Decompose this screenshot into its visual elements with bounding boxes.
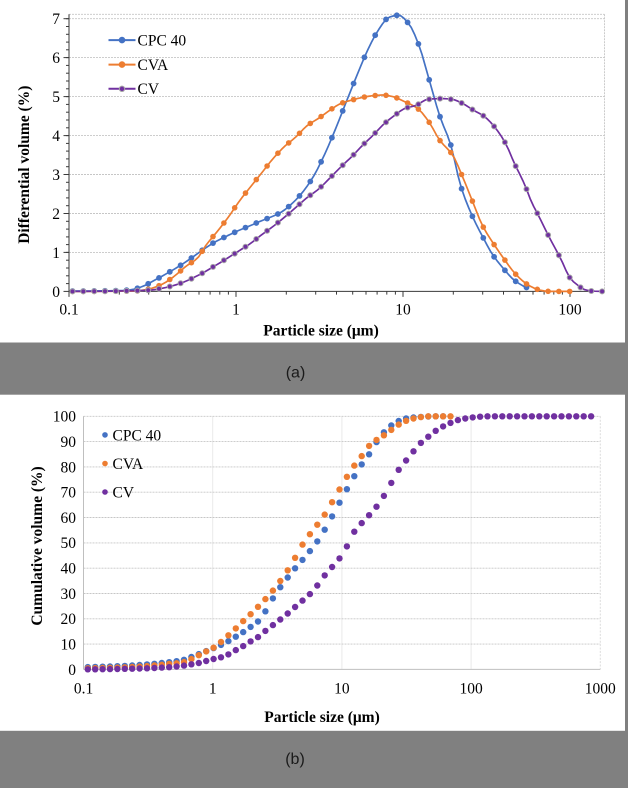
svg-text:90: 90 (61, 434, 77, 451)
svg-text:4: 4 (52, 128, 60, 145)
svg-text:CV: CV (113, 484, 135, 501)
svg-text:10: 10 (395, 302, 411, 319)
svg-text:CV: CV (138, 81, 160, 98)
svg-text:1: 1 (232, 302, 240, 319)
svg-text:CPC 40: CPC 40 (113, 427, 162, 444)
svg-text:30: 30 (61, 586, 77, 603)
svg-text:50: 50 (61, 535, 77, 552)
svg-text:60: 60 (61, 510, 77, 527)
svg-text:Particle size (μm): Particle size (μm) (264, 709, 380, 726)
svg-text:3: 3 (52, 167, 60, 184)
svg-text:Differential volume (%): Differential volume (%) (16, 86, 33, 244)
svg-text:1: 1 (52, 245, 60, 262)
svg-text:40: 40 (61, 561, 77, 578)
svg-text:80: 80 (61, 459, 77, 476)
svg-text:0.1: 0.1 (59, 302, 78, 319)
svg-text:1: 1 (209, 681, 217, 698)
svg-text:5: 5 (52, 89, 60, 106)
svg-text:2: 2 (52, 206, 60, 223)
svg-text:0: 0 (68, 662, 76, 679)
svg-text:20: 20 (61, 611, 77, 628)
svg-text:6: 6 (52, 50, 60, 67)
svg-text:1000: 1000 (585, 681, 616, 698)
svg-text:0: 0 (52, 284, 60, 301)
svg-text:(a): (a) (286, 365, 306, 382)
svg-text:(b): (b) (285, 751, 305, 768)
svg-text:7: 7 (52, 11, 60, 28)
svg-text:Particle size (μm): Particle size (μm) (263, 323, 379, 340)
svg-text:CPC 40: CPC 40 (138, 33, 187, 50)
svg-text:Cumulative volume (%): Cumulative volume (%) (29, 466, 46, 625)
svg-text:100: 100 (459, 681, 483, 698)
svg-text:10: 10 (334, 681, 350, 698)
svg-text:0.1: 0.1 (74, 681, 93, 698)
svg-text:CVA: CVA (113, 456, 145, 473)
svg-text:CVA: CVA (138, 57, 170, 74)
svg-text:10: 10 (61, 637, 77, 654)
svg-text:100: 100 (53, 409, 77, 426)
svg-text:70: 70 (61, 485, 77, 502)
svg-text:100: 100 (558, 302, 582, 319)
